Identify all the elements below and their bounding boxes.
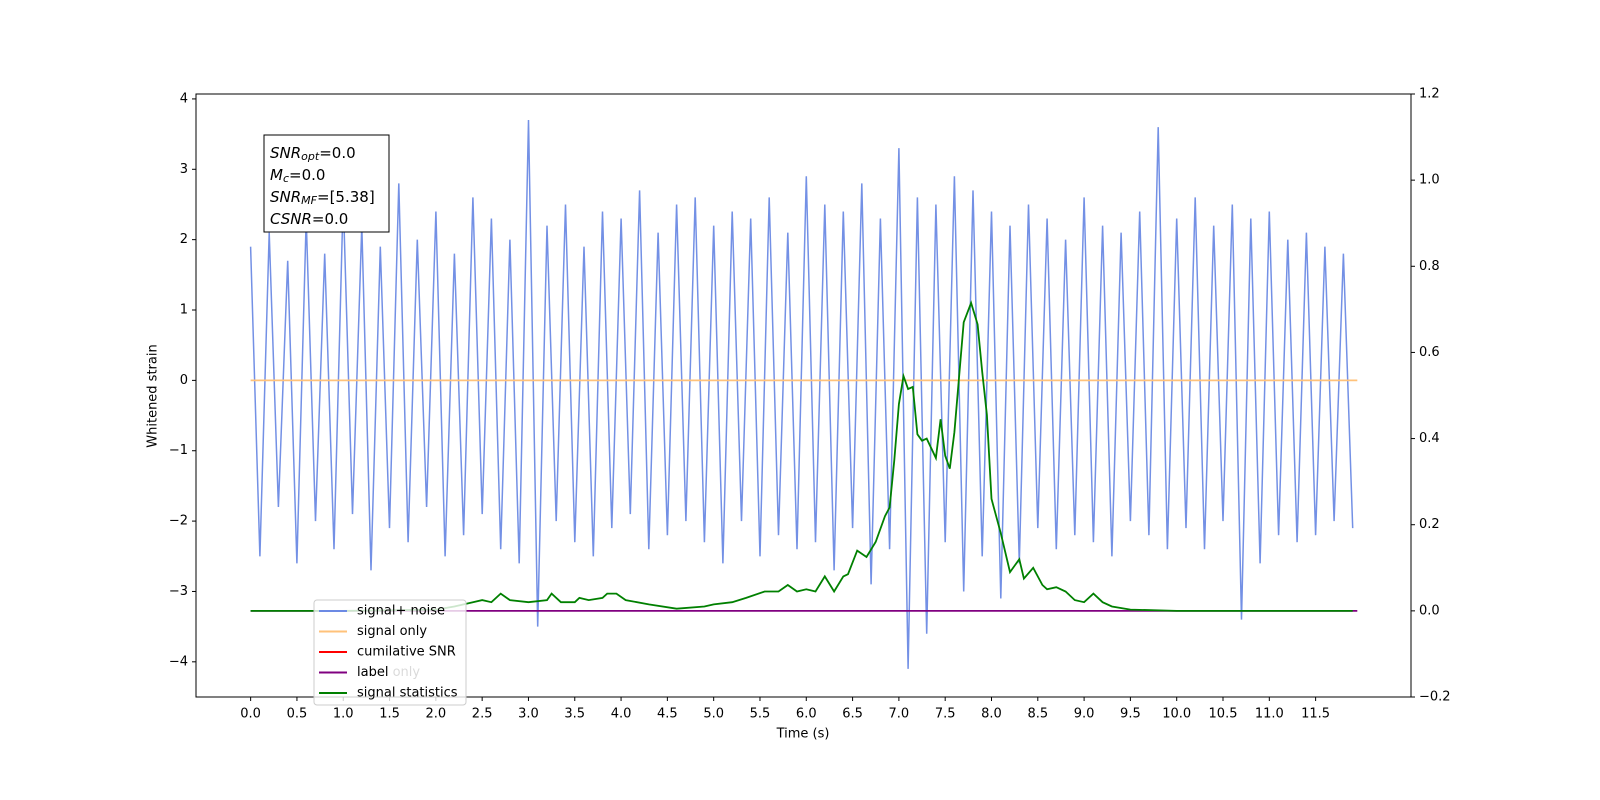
- x-tick-label: 0.0: [240, 707, 261, 722]
- series-line: [249, 119, 1354, 669]
- plot-frame: [195, 93, 1412, 698]
- x-tick-label: 2.5: [472, 707, 493, 722]
- y-tick-label: 2: [180, 232, 188, 247]
- annotation-line: Mc=0.0: [270, 166, 325, 186]
- x-tick-label: 3.0: [518, 707, 539, 722]
- x-tick-label: 10.5: [1209, 707, 1238, 722]
- legend-label: signal only: [357, 624, 427, 639]
- x-tick-label: 5.0: [703, 707, 724, 722]
- y2-tick-label: 1.2: [1419, 87, 1440, 102]
- x-tick-label: 3.5: [564, 707, 585, 722]
- y-tick-label: 3: [180, 162, 188, 177]
- annotation-symbol: SNR: [270, 188, 301, 206]
- x-tick-label: 7.0: [889, 707, 910, 722]
- series-line: [250, 300, 1353, 612]
- x-tick-label: 6.5: [842, 707, 863, 722]
- y2-tick-label: 0.8: [1419, 259, 1440, 274]
- annotation-subscript: c: [283, 172, 289, 185]
- annotation-frame: [263, 134, 390, 233]
- y-tick-label: 1: [180, 303, 188, 318]
- y2-tick-label: −0.2: [1419, 690, 1451, 705]
- x-tick-label: 11.5: [1301, 707, 1330, 722]
- x-axis-label: Time (s): [776, 727, 830, 742]
- x-tick-label: 8.5: [1027, 707, 1048, 722]
- annotation-symbol: M: [270, 166, 283, 184]
- y-tick-label: −3: [169, 584, 188, 599]
- legend-label: signal statistics: [357, 686, 458, 701]
- legend-frame: [313, 599, 467, 706]
- y-tick-label: 0: [180, 373, 188, 388]
- annotation-line: SNRMF=[5.38]: [270, 188, 375, 208]
- annotation-value: =0.0: [312, 210, 348, 228]
- annotation-symbol: CSNR: [270, 210, 312, 228]
- x-tick-label: 0.5: [287, 707, 308, 722]
- annotation-value: =[5.38]: [317, 188, 375, 206]
- x-tick-label: 5.5: [750, 707, 771, 722]
- annotation-subscript: MF: [301, 194, 317, 207]
- x-tick-label: 4.0: [611, 707, 632, 722]
- x-tick-label: 7.5: [935, 707, 956, 722]
- x-tick-label: 9.0: [1074, 707, 1095, 722]
- annotation-symbol: SNR: [270, 144, 301, 162]
- y-tick-label: −1: [169, 443, 188, 458]
- x-tick-label: 6.0: [796, 707, 817, 722]
- y-tick-label: 4: [180, 91, 188, 106]
- legend-label: signal+ noise: [357, 604, 445, 619]
- annotation-value: =0.0: [289, 166, 325, 184]
- annotation-value: =0.0: [319, 144, 355, 162]
- y-tick-label: −4: [169, 654, 188, 669]
- x-tick-label: 4.5: [657, 707, 678, 722]
- x-tick-label: 1.5: [379, 707, 400, 722]
- annotation-line: CSNR=0.0: [270, 210, 348, 228]
- legend: signal+ noise signal only cumilative SNR la…: [313, 599, 467, 706]
- y-tick-label: −2: [169, 514, 188, 529]
- y2-tick-label: 0.2: [1419, 517, 1440, 532]
- x-tick-label: 9.5: [1120, 707, 1141, 722]
- y-axis-label: Whitened strain: [146, 344, 161, 447]
- annotation-line: SNRopt=0.0: [270, 144, 356, 164]
- y2-tick-label: 0.0: [1419, 603, 1440, 618]
- annotation-subscript: opt: [301, 150, 320, 163]
- x-tick-label: 8.0: [981, 707, 1002, 722]
- legend-label: label only: [357, 665, 420, 680]
- legend-label: label: [357, 665, 388, 680]
- x-tick-label: 2.0: [426, 707, 447, 722]
- legend-label: cumilative SNR: [357, 645, 456, 660]
- x-tick-label: 10.0: [1162, 707, 1191, 722]
- y2-tick-label: 0.6: [1419, 345, 1440, 360]
- x-tick-label: 11.0: [1255, 707, 1284, 722]
- y2-tick-label: 1.0: [1419, 173, 1440, 188]
- x-tick-label: 1.0: [333, 707, 354, 722]
- y2-tick-label: 0.4: [1419, 431, 1440, 446]
